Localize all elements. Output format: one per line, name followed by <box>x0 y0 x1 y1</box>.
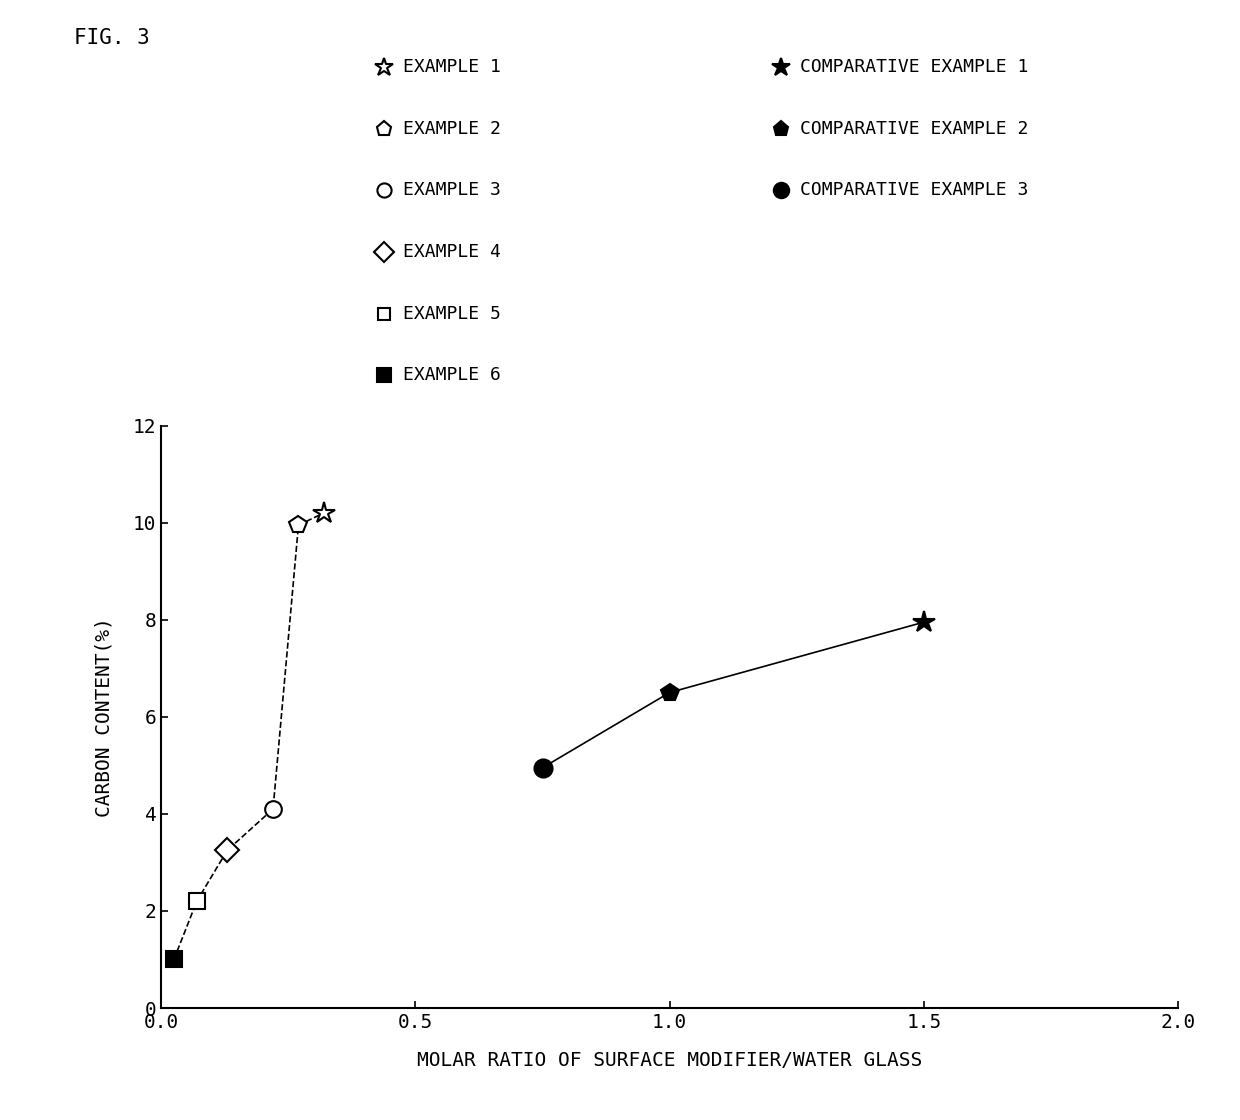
Text: EXAMPLE 5: EXAMPLE 5 <box>403 305 501 323</box>
Text: EXAMPLE 6: EXAMPLE 6 <box>403 366 501 384</box>
Text: FIG. 3: FIG. 3 <box>74 28 150 48</box>
Text: EXAMPLE 4: EXAMPLE 4 <box>403 243 501 261</box>
Text: COMPARATIVE EXAMPLE 1: COMPARATIVE EXAMPLE 1 <box>800 58 1028 76</box>
Text: COMPARATIVE EXAMPLE 2: COMPARATIVE EXAMPLE 2 <box>800 120 1028 138</box>
X-axis label: MOLAR RATIO OF SURFACE MODIFIER/WATER GLASS: MOLAR RATIO OF SURFACE MODIFIER/WATER GL… <box>417 1052 923 1071</box>
Text: EXAMPLE 1: EXAMPLE 1 <box>403 58 501 76</box>
Text: EXAMPLE 3: EXAMPLE 3 <box>403 181 501 199</box>
Y-axis label: CARBON CONTENT(%): CARBON CONTENT(%) <box>94 617 113 816</box>
Text: COMPARATIVE EXAMPLE 3: COMPARATIVE EXAMPLE 3 <box>800 181 1028 199</box>
Text: EXAMPLE 2: EXAMPLE 2 <box>403 120 501 138</box>
